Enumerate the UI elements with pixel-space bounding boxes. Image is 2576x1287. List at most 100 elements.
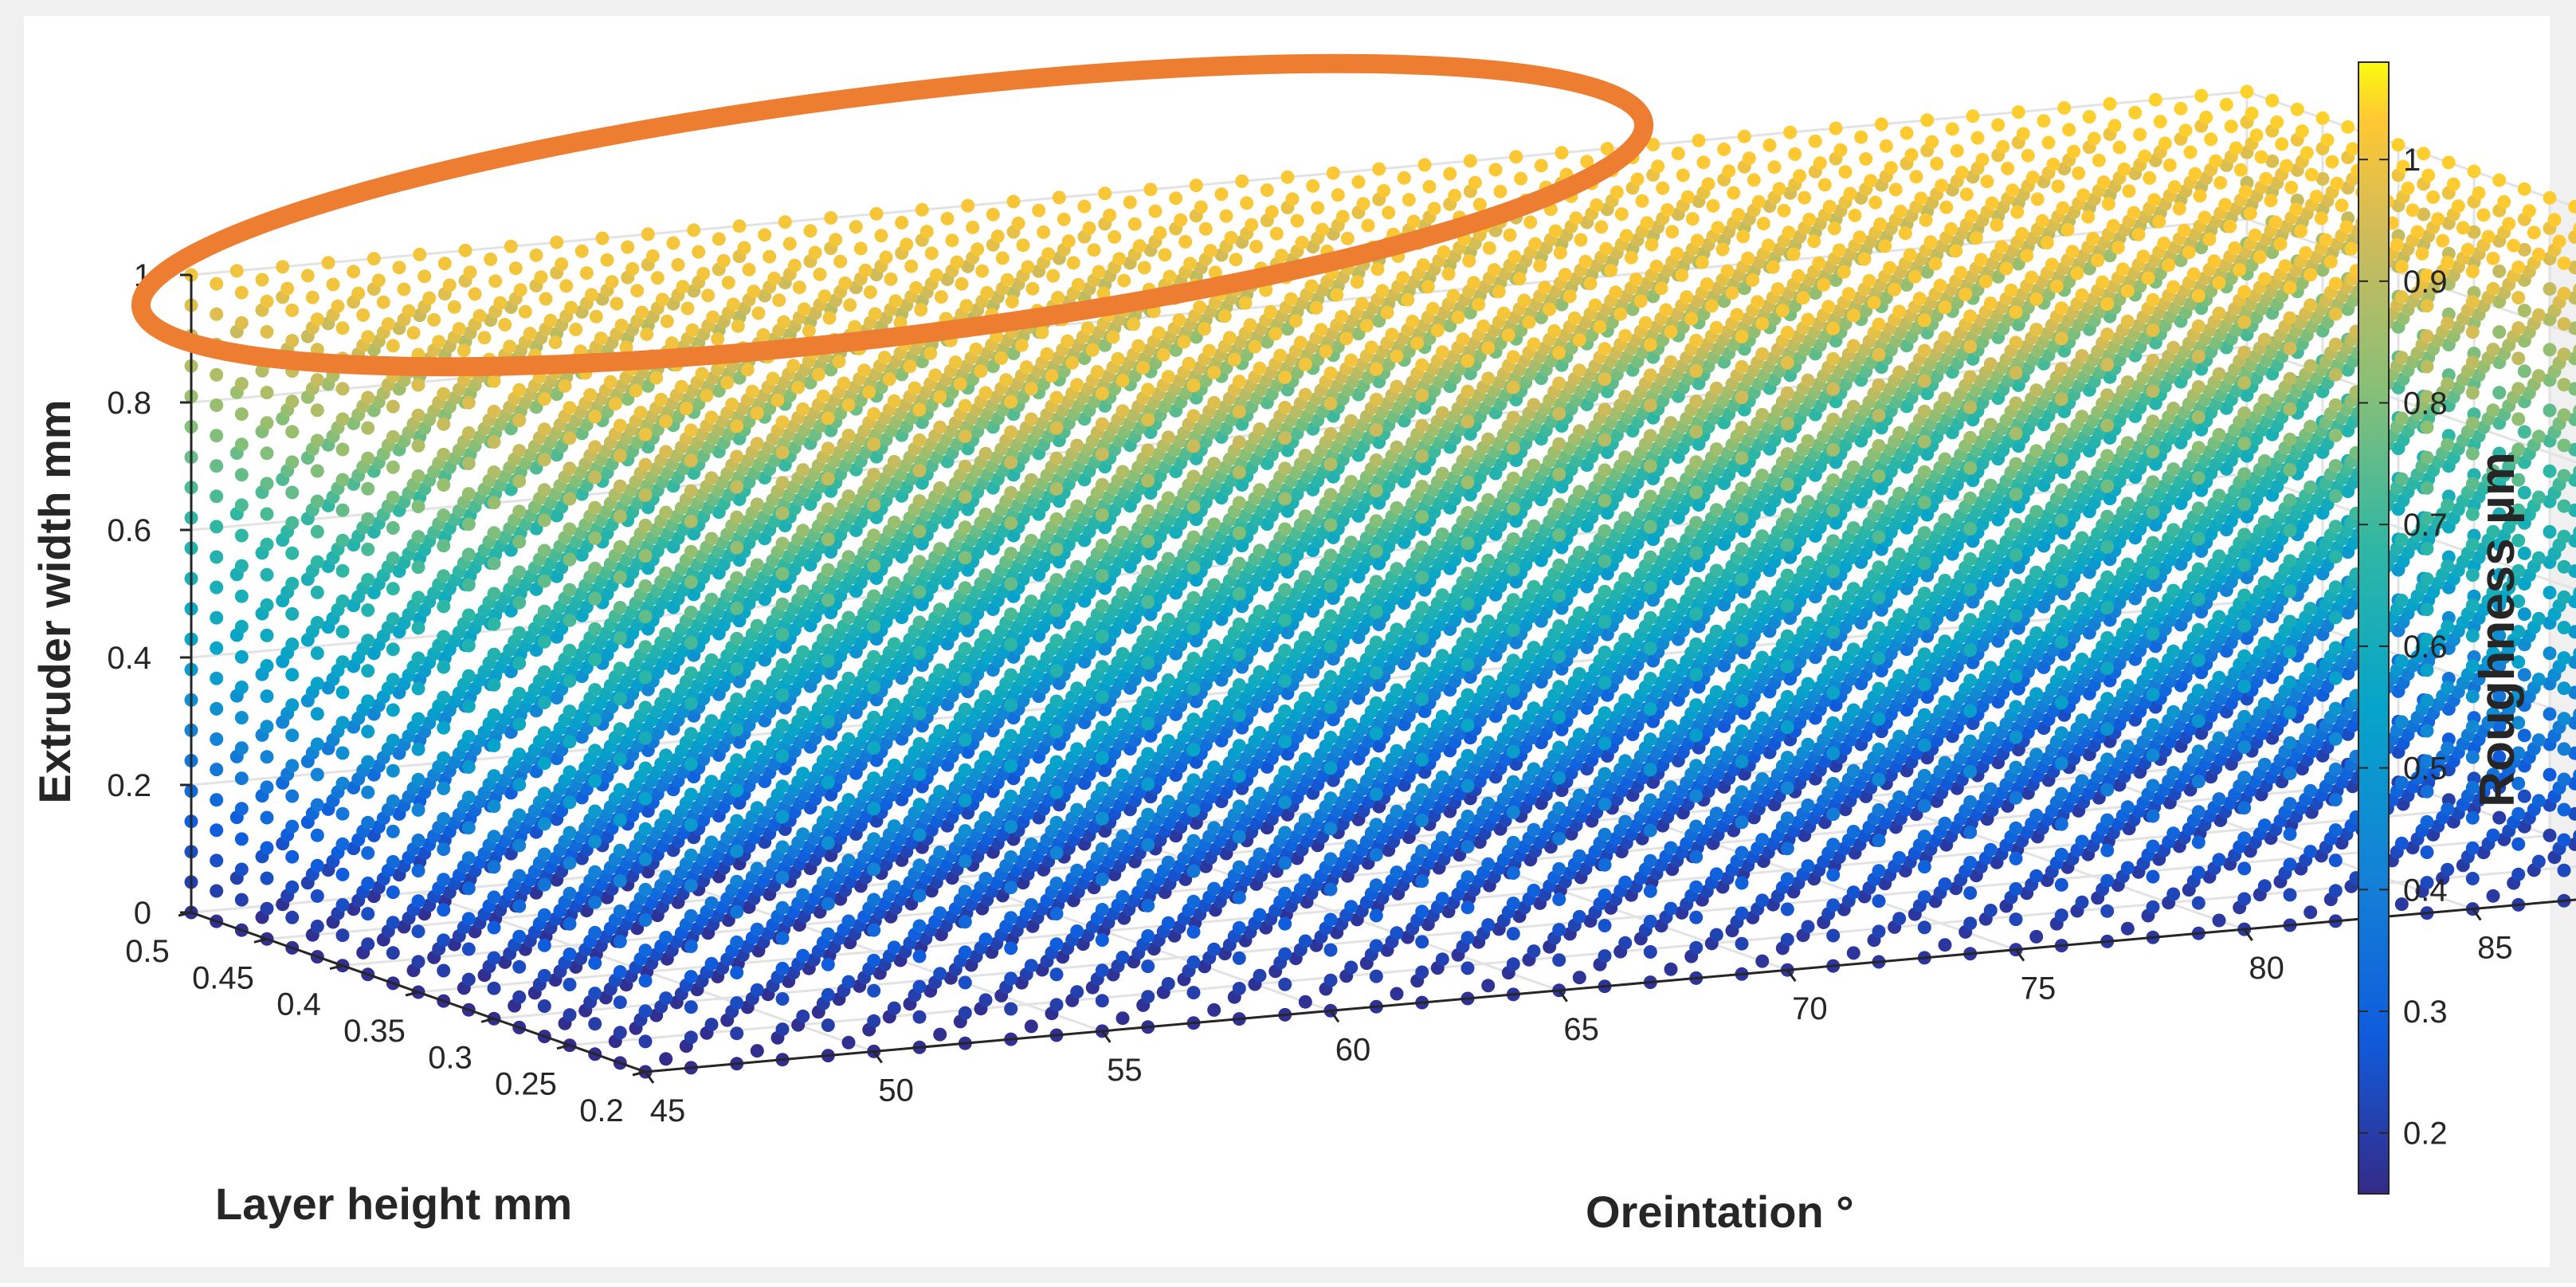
data-point — [701, 288, 715, 302]
data-point — [2270, 116, 2284, 129]
data-point — [916, 203, 929, 217]
data-point — [1672, 147, 1685, 160]
data-point — [285, 850, 299, 864]
data-point — [2037, 114, 2051, 128]
data-point — [285, 759, 299, 772]
data-point — [1437, 245, 1451, 259]
data-point — [1281, 171, 1295, 184]
data-point — [1352, 175, 1366, 189]
data-point — [235, 559, 249, 573]
data-point — [1681, 190, 1695, 204]
data-point — [2189, 167, 2202, 181]
data-point — [2184, 146, 2198, 159]
data-point — [966, 221, 979, 234]
data-point — [235, 498, 249, 512]
data-point — [327, 278, 340, 292]
data-point — [210, 823, 223, 837]
data-point — [210, 398, 223, 412]
data-point — [930, 269, 943, 282]
data-point — [1717, 143, 1731, 156]
data-point — [2265, 94, 2279, 108]
data-point — [2179, 124, 2193, 137]
data-point — [210, 368, 223, 382]
data-point — [2234, 163, 2248, 177]
data-point — [1041, 247, 1055, 261]
data-point — [1707, 199, 1720, 213]
data-point — [418, 269, 431, 283]
data-point — [641, 227, 655, 241]
data-point — [2346, 142, 2359, 155]
data-point — [427, 313, 441, 327]
data-point — [2218, 198, 2232, 211]
data-point — [311, 465, 324, 478]
data-point — [722, 276, 735, 289]
data-point — [2421, 169, 2435, 182]
data-point — [459, 244, 472, 257]
data-point — [1809, 135, 1822, 148]
data-point — [2143, 171, 2156, 185]
data-point — [539, 292, 553, 306]
data-point — [235, 590, 249, 603]
data-point — [367, 252, 381, 265]
data-point — [2194, 89, 2208, 103]
data-point — [1971, 131, 1985, 145]
data-point — [311, 677, 324, 690]
data-point — [1549, 224, 1562, 237]
data-point — [1976, 153, 1990, 167]
data-point — [2225, 120, 2238, 133]
data-point — [1088, 243, 1101, 257]
data-point — [555, 257, 568, 271]
data-point — [672, 258, 685, 272]
data-point — [285, 486, 299, 500]
data-point — [1951, 144, 1964, 158]
data-point — [1660, 203, 1674, 217]
data-point — [1763, 139, 1777, 152]
data-point — [596, 232, 610, 245]
data-point — [1261, 183, 1274, 197]
data-point — [1128, 218, 1142, 231]
data-point — [1001, 273, 1014, 287]
data-point — [1935, 179, 1948, 192]
data-point — [1752, 195, 1766, 209]
data-point — [1286, 192, 1300, 206]
data-point — [1711, 221, 1725, 234]
data-point — [1428, 202, 1441, 215]
data-point — [1743, 151, 1756, 165]
data-point — [1823, 200, 1837, 214]
data-point — [2229, 141, 2243, 155]
data-point — [564, 301, 578, 315]
data-point — [733, 219, 747, 233]
data-point — [1966, 109, 1980, 123]
data-point — [535, 270, 548, 284]
data-point — [1981, 175, 1994, 188]
data-point — [210, 520, 223, 533]
data-point — [438, 257, 452, 270]
data-point — [484, 253, 497, 266]
data-point — [261, 842, 274, 855]
data-point — [285, 790, 299, 803]
data-point — [514, 283, 527, 296]
data-point — [1955, 166, 1969, 179]
data-point — [1788, 147, 1802, 161]
data-point — [996, 251, 1010, 265]
data-point — [1012, 217, 1025, 230]
data-point — [311, 434, 324, 447]
data-point — [1235, 175, 1249, 188]
data-point — [1731, 208, 1745, 222]
data-point — [1315, 223, 1329, 237]
data-point — [909, 281, 923, 295]
data-point — [311, 889, 324, 903]
data-point — [2118, 163, 2131, 176]
data-point — [2241, 85, 2254, 99]
data-point — [1514, 172, 1527, 186]
data-point — [235, 529, 249, 543]
data-point — [235, 377, 249, 390]
data-point — [961, 199, 974, 213]
data-point — [210, 489, 223, 503]
data-point — [393, 261, 406, 274]
data-point — [261, 872, 274, 885]
data-point — [311, 829, 324, 842]
data-point — [758, 228, 771, 241]
data-point — [778, 215, 792, 229]
data-point — [1798, 191, 1811, 205]
